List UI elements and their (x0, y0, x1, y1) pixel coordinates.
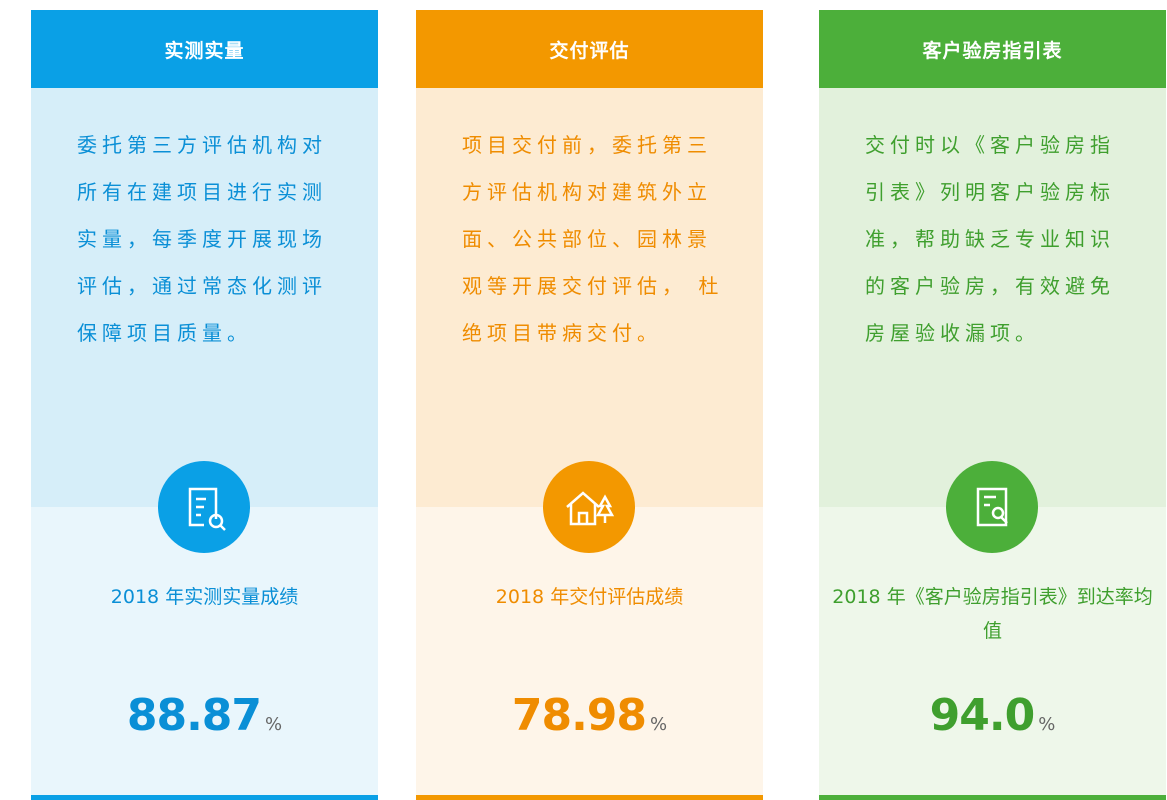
metric-value: 78.98 (511, 690, 647, 741)
metric-value: 88.87 (126, 690, 262, 741)
metric-unit: % (650, 714, 668, 735)
card-title: 实测实量 (31, 10, 378, 88)
card-lower (819, 507, 1166, 795)
card-bar (31, 795, 378, 800)
metric-label: 2018 年《客户验房指引表》到达率均值 (832, 586, 1153, 642)
card-description: 项目交付前，委托第三方评估机构对建筑外立面、公共部位、园林景观等开展交付评估， … (462, 133, 724, 345)
metric-value: 94.0 (929, 690, 1036, 741)
card-title: 交付评估 (416, 10, 763, 88)
metric-label: 2018 年交付评估成绩 (495, 586, 684, 608)
card-upper (31, 88, 378, 507)
metric: 94.0% (819, 690, 1166, 741)
card-upper (819, 88, 1166, 507)
card-icon (158, 461, 250, 553)
card-lower (31, 507, 378, 795)
card-icon (543, 461, 635, 553)
card: 交付评估 项目交付前，委托第三方评估机构对建筑外立面、公共部位、园林景观等开展交… (416, 10, 763, 800)
card-upper (416, 88, 763, 507)
card-icon (946, 461, 1038, 553)
card-description: 委托第三方评估机构对所有在建项目进行实测实量，每季度开展现场评估，通过常态化测评… (77, 133, 327, 345)
card: 客户验房指引表 交付时以《客户验房指引表》列明客户验房标准，帮助缺乏专业知识的客… (819, 10, 1166, 800)
card-description: 交付时以《客户验房指引表》列明客户验房标准，帮助缺乏专业知识的客户验房，有效避免… (865, 133, 1115, 345)
card-bar (416, 795, 763, 800)
card-lower (416, 507, 763, 795)
card-bar (819, 795, 1166, 800)
metric: 78.98% (416, 690, 763, 741)
card: 实测实量 委托第三方评估机构对所有在建项目进行实测实量，每季度开展现场评估，通过… (31, 10, 378, 800)
card-title: 客户验房指引表 (819, 10, 1166, 88)
metric: 88.87% (31, 690, 378, 741)
metric-unit: % (1038, 714, 1056, 735)
metric-unit: % (265, 714, 283, 735)
metric-label: 2018 年实测实量成绩 (110, 586, 299, 608)
